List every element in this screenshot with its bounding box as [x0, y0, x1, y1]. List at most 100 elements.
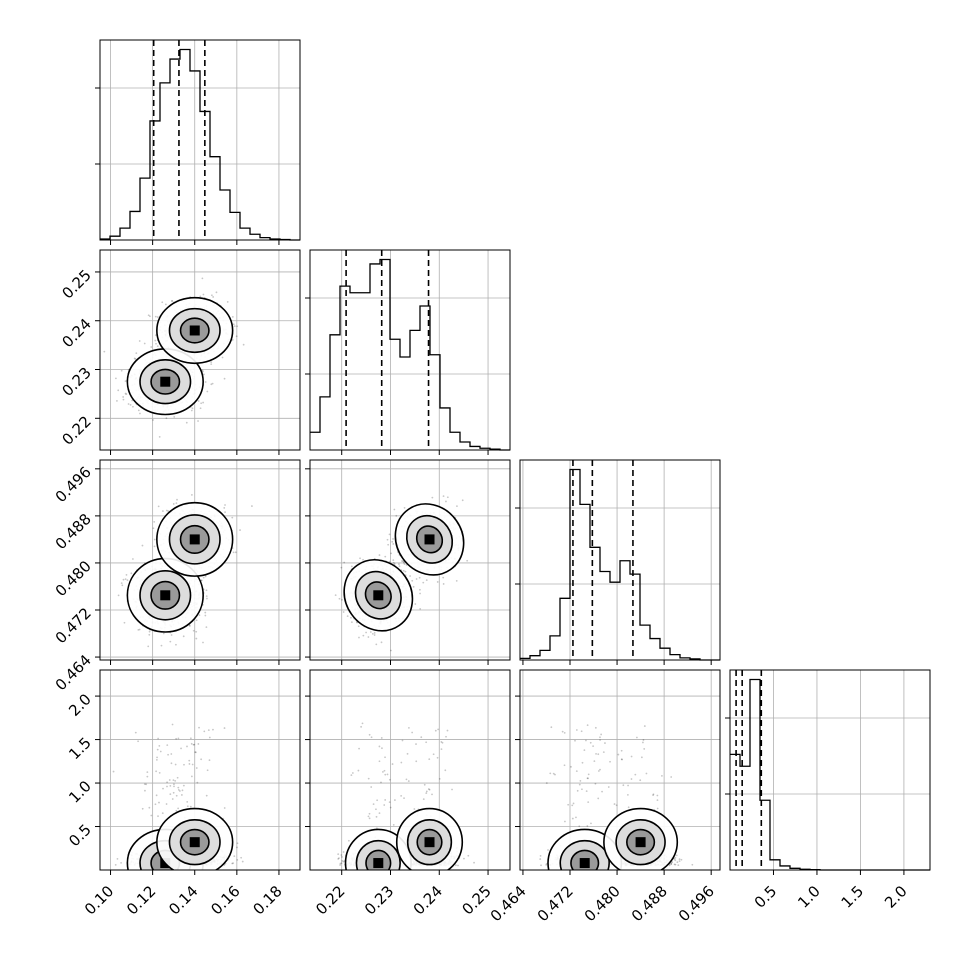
scatter-point — [155, 770, 158, 773]
scatter-point — [170, 753, 173, 755]
scatter-point — [172, 503, 175, 505]
scatter-point — [350, 565, 353, 568]
scatter-point — [124, 380, 127, 383]
scatter-point — [103, 350, 106, 353]
scatter-point — [133, 357, 136, 360]
scatter-point — [334, 594, 337, 597]
scatter-point — [384, 555, 387, 558]
histogram-step-line — [310, 258, 510, 451]
scatter-point — [202, 576, 205, 579]
scatter-point — [124, 578, 127, 581]
scatter-point — [215, 291, 218, 294]
scatter-point — [400, 560, 403, 562]
scatter-point — [392, 543, 395, 545]
scatter-point — [157, 505, 160, 508]
scatter-point — [162, 787, 164, 790]
scatter-point — [241, 860, 244, 863]
scatter-point — [392, 559, 395, 562]
histogram-step-line — [520, 468, 720, 661]
scatter-point — [251, 505, 253, 507]
contour-line — [405, 514, 454, 564]
scatter-point — [391, 540, 394, 543]
contour-line — [343, 559, 414, 632]
scatter-point — [425, 579, 428, 582]
scatter-point — [202, 401, 205, 404]
scatter-point — [195, 637, 198, 640]
scatter-point — [226, 301, 229, 303]
scatter-point — [123, 621, 126, 624]
scatter-point — [146, 775, 149, 778]
scatter-point — [442, 576, 445, 579]
scatter-point — [175, 502, 178, 505]
scatter-point — [158, 744, 161, 747]
scatter-point — [357, 625, 360, 628]
scatter-point — [148, 633, 151, 636]
scatter-point — [442, 583, 445, 585]
panel-frame — [729, 669, 931, 871]
scatter-point — [125, 573, 128, 576]
scatter-point — [114, 863, 117, 866]
scatter-point — [205, 595, 208, 598]
scatter-point — [431, 496, 434, 499]
scatter-point — [455, 579, 458, 582]
contour-line — [156, 296, 234, 365]
scatter-point — [404, 570, 407, 573]
scatter-point — [137, 629, 140, 631]
scatter-point — [398, 565, 401, 568]
scatter-point — [211, 382, 214, 385]
scatter-point — [350, 621, 353, 624]
scatter-point — [122, 578, 125, 581]
scatter-point — [193, 743, 196, 746]
scatter-point — [198, 614, 201, 617]
scatter-point — [164, 303, 167, 306]
contour-line — [179, 524, 210, 554]
scatter-point — [135, 352, 138, 355]
scatter-point — [390, 552, 393, 555]
scatter-point — [442, 495, 445, 498]
scatter-point — [153, 538, 156, 541]
scatter-point — [156, 316, 159, 318]
joint-panel-1-0 — [99, 249, 301, 451]
scatter-point — [208, 736, 211, 739]
scatter-point — [143, 342, 146, 345]
scatter-point — [402, 560, 404, 563]
scatter-point — [390, 649, 392, 652]
scatter-point — [232, 323, 235, 326]
scatter-point — [342, 611, 345, 613]
scatter-point — [204, 575, 207, 578]
scatter-point — [403, 506, 406, 509]
scatter-point — [359, 557, 361, 560]
scatter-point — [415, 578, 418, 580]
scatter-point — [194, 751, 197, 754]
scatter-point — [386, 538, 389, 541]
scatter-point — [120, 369, 123, 372]
scatter-point — [231, 339, 234, 341]
scatter-cloud — [112, 723, 244, 870]
scatter-point — [362, 634, 365, 637]
scatter-point — [169, 793, 172, 796]
scatter-point — [380, 641, 383, 644]
scatter-point — [204, 611, 207, 614]
scatter-point — [150, 814, 153, 817]
scatter-point — [141, 544, 144, 547]
contour-line — [179, 317, 210, 344]
scatter-point — [224, 511, 226, 514]
scatter-cloud — [334, 495, 469, 652]
scatter-point — [419, 607, 422, 610]
scatter-point — [205, 589, 208, 592]
scatter-point — [340, 566, 343, 569]
scatter-point — [197, 400, 200, 402]
scatter-point — [182, 635, 185, 638]
panel-frame — [309, 249, 511, 451]
scatter-point — [204, 381, 207, 383]
scatter-point — [154, 315, 157, 318]
scatter-point — [233, 855, 236, 858]
scatter-point — [350, 616, 352, 619]
contour-line — [354, 570, 402, 620]
scatter-point — [125, 393, 128, 395]
scatter-point — [395, 514, 398, 517]
contour-line — [139, 359, 192, 405]
contour-line — [150, 580, 181, 610]
scatter-point — [388, 533, 391, 536]
